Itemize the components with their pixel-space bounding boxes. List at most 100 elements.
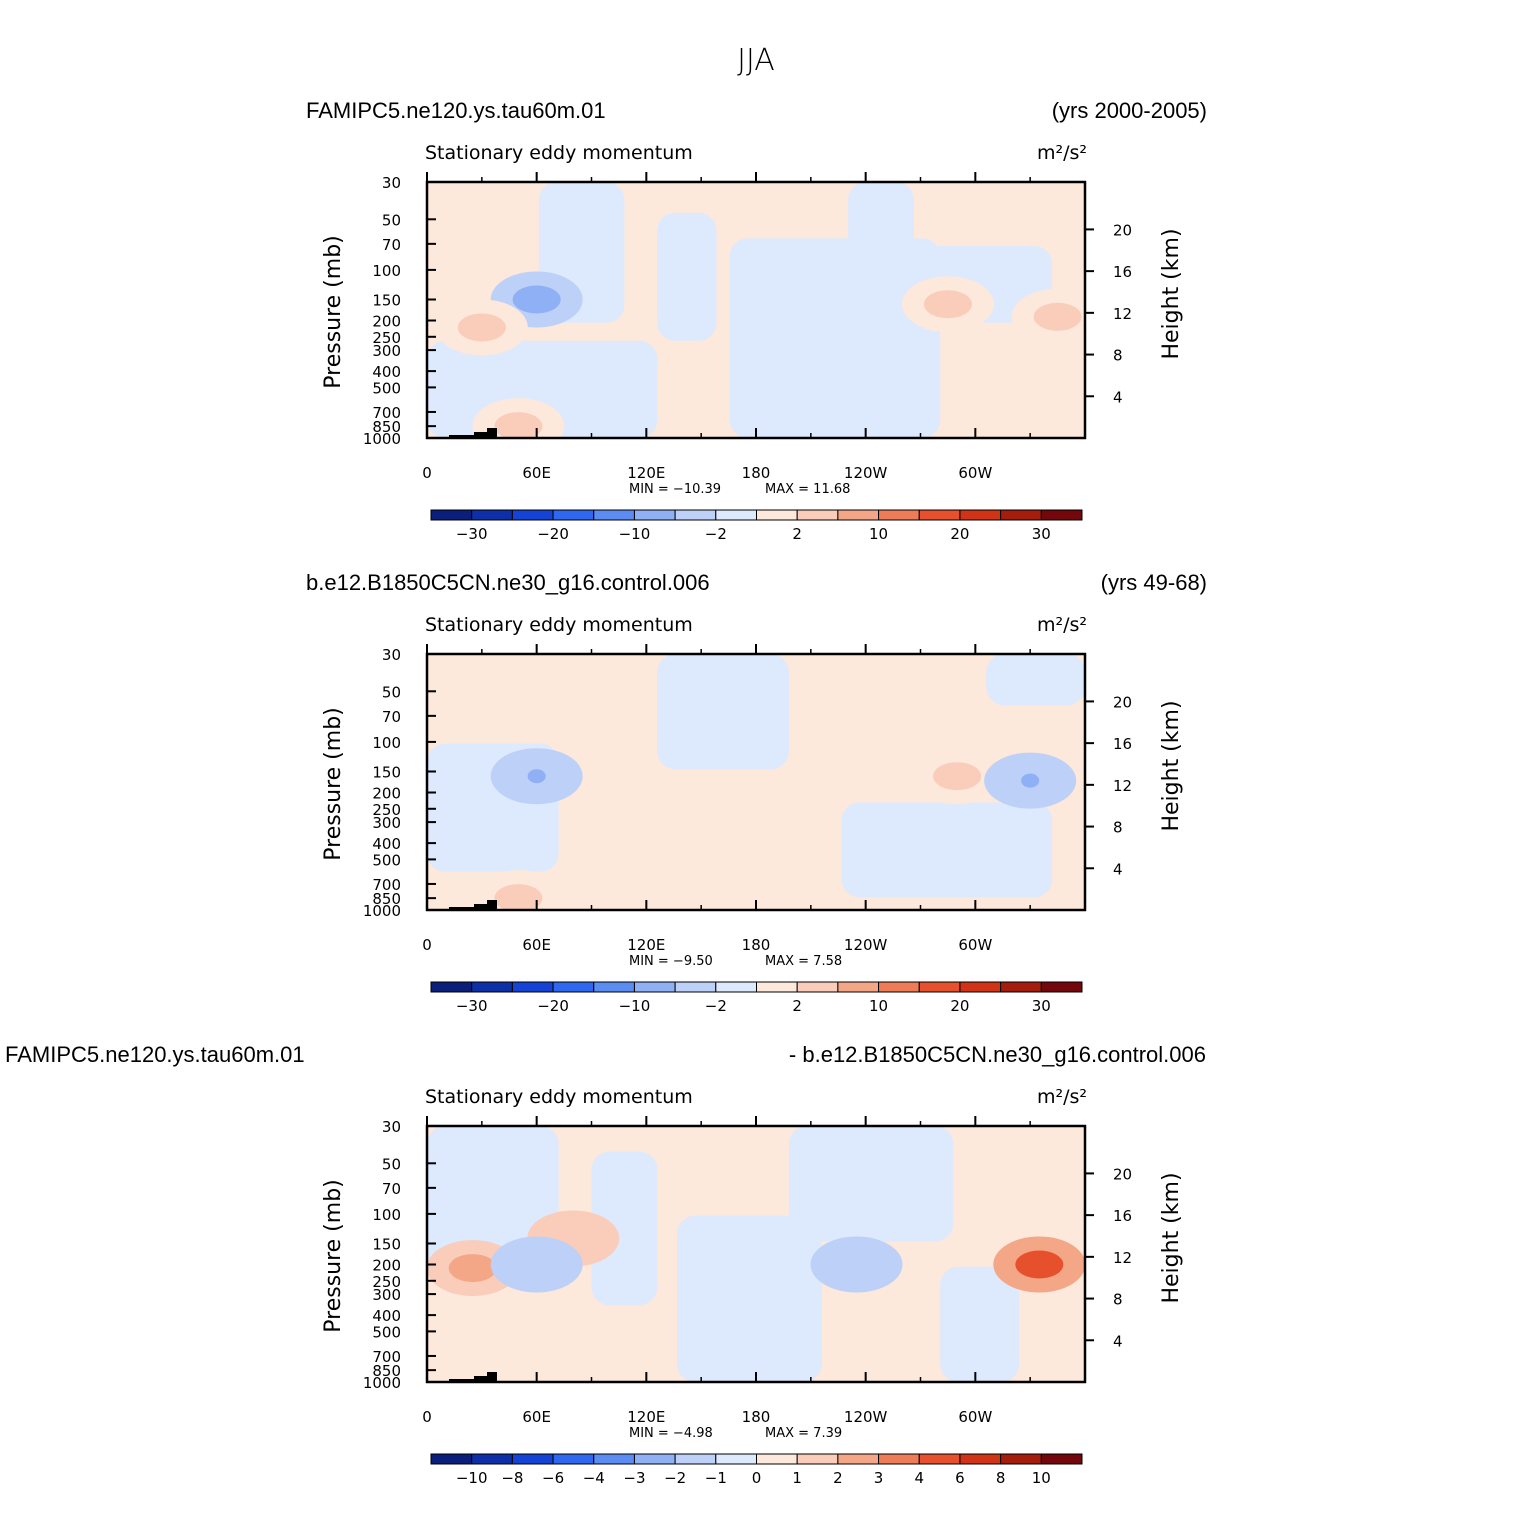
x-tick-label: 120E: [627, 464, 665, 482]
colorbar-box: [918, 981, 961, 993]
feature-core: [923, 290, 972, 319]
colorbar-box: [430, 981, 473, 993]
colorbar-label: 0: [752, 1469, 762, 1487]
colorbar-box: [511, 1453, 554, 1465]
x-tick-label: 60W: [958, 464, 992, 482]
max-value: MAX = 11.68: [765, 482, 850, 497]
y-tick-label: 500: [372, 1323, 401, 1341]
y-tick-label: 1000: [363, 1374, 401, 1392]
y-tick-label: 70: [382, 708, 401, 726]
y-tick-label: 100: [372, 262, 401, 280]
y-tick-label: 150: [372, 763, 401, 781]
y-tick-label: 850: [372, 418, 401, 436]
x-tick-label: 180: [742, 1408, 771, 1426]
feature-peak: [472, 320, 491, 335]
colorbar-box: [959, 1453, 1002, 1465]
y-tick-label: 150: [372, 291, 401, 309]
colorbar-box: [674, 1453, 717, 1465]
y2-tick-label: 16: [1113, 263, 1132, 281]
min-value: MIN = −10.39: [629, 482, 721, 497]
feature-peak: [527, 292, 546, 307]
y2-tick-label: 8: [1113, 819, 1123, 837]
feature-peak: [509, 419, 528, 434]
colorbar-label: −20: [537, 525, 569, 543]
colorbar-label: −20: [537, 997, 569, 1015]
colorbar-label: 20: [950, 997, 969, 1015]
feature-core: [832, 1250, 881, 1279]
x-tick-label: 120W: [844, 1408, 888, 1426]
y2-tick-label: 20: [1113, 221, 1132, 239]
y-tick-label: 700: [372, 404, 401, 422]
max-value: MAX = 7.39: [765, 1426, 842, 1441]
y-tick-label: 100: [372, 734, 401, 752]
y-tick-label: 30: [382, 646, 401, 664]
colorbar-label: −10: [619, 525, 651, 543]
colorbar-box: [511, 981, 554, 993]
x-tick-label: 0: [422, 464, 432, 482]
colorbar-box: [1000, 1453, 1042, 1465]
y2-tick-label: 12: [1113, 305, 1132, 323]
feature-peak: [1021, 773, 1040, 788]
colorbar-label: −6: [542, 1469, 564, 1487]
y-tick-label: 850: [372, 890, 401, 908]
years-label: (yrs 49-68): [1101, 570, 1207, 595]
feature-core: [512, 1250, 561, 1279]
colorbar-box: [1000, 509, 1042, 521]
colorbar-label: 20: [950, 525, 969, 543]
y-tick-label: 50: [382, 211, 401, 229]
y-tick-label: 500: [372, 851, 401, 869]
min-value: MIN = −4.98: [629, 1426, 713, 1441]
colorbar-label: 2: [792, 997, 802, 1015]
units-label: m²/s²: [1037, 142, 1087, 164]
y2-tick-label: 4: [1113, 1332, 1123, 1350]
colorbar-box: [918, 1453, 961, 1465]
y-tick-label: 1000: [363, 902, 401, 920]
negative-region: [591, 1151, 658, 1306]
colorbar-box: [959, 981, 1002, 993]
colorbar-box: [633, 509, 676, 521]
colorbar-box: [1040, 509, 1083, 521]
y-tick-label: 300: [372, 342, 401, 360]
y2-tick-label: 20: [1113, 1165, 1132, 1183]
colorbar-box: [796, 1453, 839, 1465]
y-tick-label: 30: [382, 1118, 401, 1136]
y-axis-title: Pressure (mb): [321, 707, 346, 861]
y2-axis-title: Height (km): [1159, 1172, 1184, 1303]
y2-tick-label: 4: [1113, 860, 1123, 878]
colorbar-box: [756, 1453, 798, 1465]
colorbar-box: [633, 981, 676, 993]
y2-axis-title: Height (km): [1159, 700, 1184, 831]
y-tick-label: 150: [372, 1235, 401, 1253]
topography-shading: [449, 900, 497, 910]
y-tick-label: 200: [372, 1257, 401, 1275]
colorbar-label: −8: [501, 1469, 523, 1487]
y-tick-label: 70: [382, 236, 401, 254]
negative-region: [940, 1266, 1020, 1382]
negative-region: [657, 212, 717, 341]
colorbar-label: 2: [792, 525, 802, 543]
topography-shading: [449, 1372, 497, 1382]
colorbar-label: 10: [1032, 1469, 1051, 1487]
feature-core: [448, 1254, 497, 1283]
contour-field: [427, 182, 1085, 438]
y-tick-label: 200: [372, 313, 401, 331]
y2-tick-label: 8: [1113, 1291, 1123, 1309]
colorbar-box: [593, 981, 635, 993]
x-tick-label: 180: [742, 936, 771, 954]
y-tick-label: 500: [372, 379, 401, 397]
feature-peak: [948, 769, 967, 784]
years-label: (yrs 2000-2005): [1052, 98, 1207, 123]
case-name: FAMIPC5.ne120.ys.tau60m.01: [5, 1042, 305, 1067]
colorbar-box: [756, 509, 798, 521]
y2-axis-title: Height (km): [1159, 228, 1184, 359]
x-tick-label: 120E: [627, 1408, 665, 1426]
x-tick-label: 0: [422, 936, 432, 954]
negative-region: [841, 802, 1053, 898]
colorbar-label: −4: [583, 1469, 605, 1487]
colorbar-label: −1: [705, 1469, 727, 1487]
x-tick-label: 60W: [958, 1408, 992, 1426]
colorbar-label: −3: [623, 1469, 645, 1487]
negative-region: [986, 654, 1085, 706]
colorbar-label: −2: [664, 1469, 686, 1487]
